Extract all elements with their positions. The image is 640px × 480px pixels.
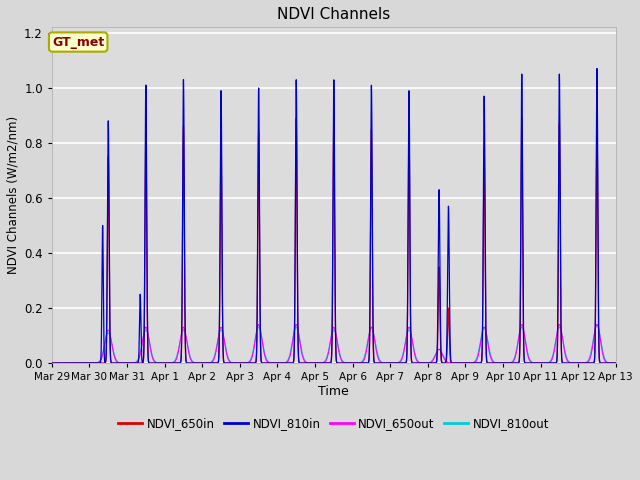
Text: GT_met: GT_met [52,36,104,48]
Title: NDVI Channels: NDVI Channels [277,7,390,22]
X-axis label: Time: Time [319,385,349,398]
Legend: NDVI_650in, NDVI_810in, NDVI_650out, NDVI_810out: NDVI_650in, NDVI_810in, NDVI_650out, NDV… [114,413,554,435]
Y-axis label: NDVI Channels (W/m2/nm): NDVI Channels (W/m2/nm) [7,116,20,274]
